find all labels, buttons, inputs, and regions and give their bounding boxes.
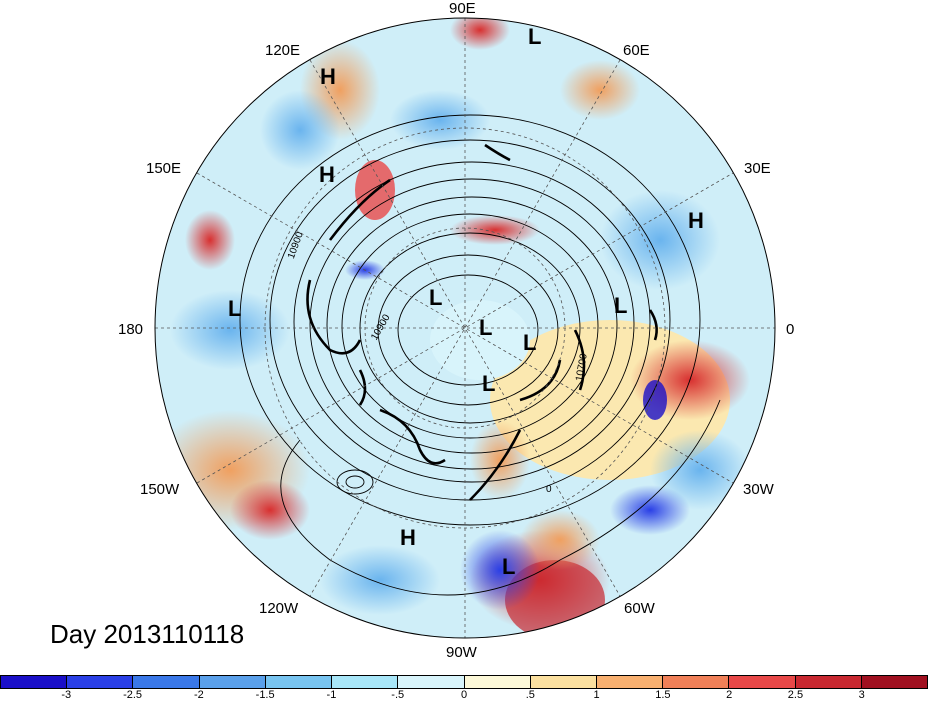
colorbar-tick-label: -2 <box>193 689 204 701</box>
colorbar-tick-label: .5 <box>525 689 535 701</box>
lon-label-150e: 150E <box>146 160 182 177</box>
colorbar-segment <box>332 676 399 688</box>
colorbar-tick-label: 1.5 <box>655 689 671 701</box>
colorbar-segment <box>663 676 730 688</box>
pressure-center-marker: H <box>320 64 336 89</box>
anomaly-field <box>155 18 775 638</box>
pressure-center-marker: L <box>528 24 542 49</box>
colorbar-segment <box>1 676 68 688</box>
colorbar-tick-label: -3 <box>61 689 72 701</box>
date-label: Day 2013110118 <box>50 619 245 649</box>
lon-label-120w: 120W <box>259 600 299 617</box>
polar-map <box>154 17 776 639</box>
lon-label-90w: 90W <box>446 644 477 661</box>
colorbar-tick-label: 3 <box>858 689 865 701</box>
colorbar-tick-label: 1 <box>593 689 600 701</box>
colorbar-segment <box>596 676 664 688</box>
colorbar-segment <box>861 676 928 688</box>
colorbar <box>0 675 928 689</box>
colorbar-tick-label: -2.5 <box>123 689 143 701</box>
height-contours <box>239 114 721 596</box>
pressure-center-marker: L <box>482 371 496 396</box>
colorbar-segment <box>398 676 465 688</box>
colorbar-segment <box>133 676 200 688</box>
colorbar-tick-label: 2.5 <box>787 689 804 701</box>
lon-label-90e: 90E <box>449 0 476 17</box>
colorbar-tick-label: -.5 <box>391 689 405 701</box>
colorbar-tick-label: -1 <box>326 689 337 701</box>
pressure-center-marker: L <box>523 330 537 355</box>
pressure-center-marker: H <box>688 208 704 233</box>
pressure-center-marker: L <box>479 315 493 340</box>
colorbar-tick-label: 2 <box>726 689 733 701</box>
map-boundary <box>154 17 776 639</box>
colorbar-segment <box>67 676 134 688</box>
lon-label-60w: 60W <box>624 600 655 617</box>
pressure-center-marker: H <box>400 525 416 550</box>
lon-label-150w: 150W <box>140 481 180 498</box>
contour-label: 0 <box>546 484 552 495</box>
colorbar-segment <box>795 676 862 688</box>
lon-label-180: 180 <box>118 321 144 338</box>
lon-label-60e: 60E <box>623 42 650 59</box>
colorbar-segment <box>464 676 531 688</box>
colorbar-segment <box>265 676 333 688</box>
colorbar-segment <box>199 676 266 688</box>
lon-label-0: 0 <box>786 321 795 338</box>
pressure-center-marker: L <box>429 285 443 310</box>
lon-label-120e: 120E <box>265 42 301 59</box>
colorbar-tick-label: -1.5 <box>255 689 275 701</box>
colorbar-segment <box>530 676 597 688</box>
colorbar-tick-label: 0 <box>460 689 468 701</box>
graticule <box>155 18 775 638</box>
colorbar-segment <box>729 676 796 688</box>
lon-label-30e: 30E <box>744 160 771 177</box>
pressure-center-marker: L <box>228 296 242 321</box>
pressure-center-marker: L <box>502 554 516 579</box>
pressure-center-marker: H <box>319 162 335 187</box>
pressure-center-marker: L <box>614 293 628 318</box>
lon-label-30w: 30W <box>743 481 774 498</box>
